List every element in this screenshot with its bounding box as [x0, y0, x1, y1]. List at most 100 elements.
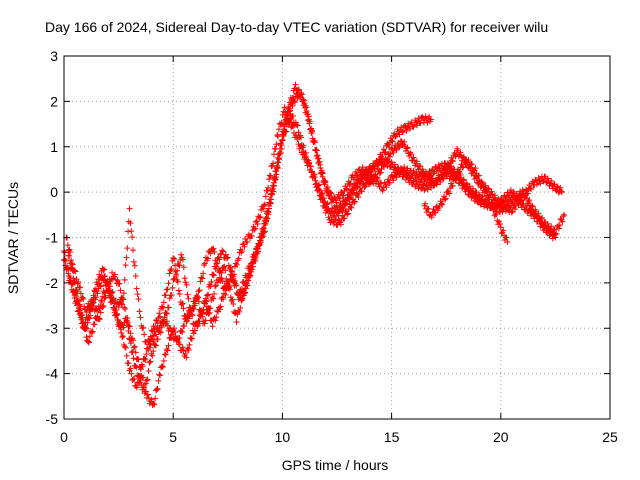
data-point: [155, 377, 162, 384]
data-point: [387, 150, 394, 157]
data-point: [456, 169, 463, 176]
data-point: [460, 177, 466, 184]
axis-ticks: 0 5 10 15 20 25 -5 -4 -3 -2 -1 0 1 2 3: [46, 48, 618, 445]
data-point: [210, 245, 217, 252]
data-point: [153, 342, 160, 349]
data-point: [283, 117, 290, 124]
data-point: [71, 278, 78, 285]
data-point: [130, 258, 137, 265]
data-point: [504, 198, 511, 205]
data-point: [179, 256, 186, 263]
x-tick-label: 0: [60, 429, 68, 445]
data-point: [544, 175, 551, 182]
data-point: [275, 164, 282, 171]
data-point: [374, 161, 381, 168]
data-point: [91, 302, 98, 309]
data-point: [367, 174, 374, 181]
data-point: [253, 218, 260, 225]
data-point: [94, 281, 101, 288]
data-point: [152, 342, 159, 349]
data-point: [347, 180, 354, 187]
data-point: [232, 260, 239, 267]
data-point: [535, 210, 542, 217]
data-point: [145, 367, 152, 374]
data-point: [119, 333, 126, 340]
x-tick-label: 15: [384, 429, 400, 445]
data-point: [220, 295, 227, 302]
data-point: [470, 185, 477, 192]
data-point: [297, 134, 304, 141]
data-point: [130, 247, 137, 254]
data-point: [120, 290, 127, 297]
data-point: [235, 296, 242, 303]
data-point: [143, 388, 150, 395]
data-point: [132, 363, 139, 370]
data-point: [96, 316, 103, 323]
data-point: [323, 185, 330, 192]
data-point: [141, 331, 148, 338]
data-point: [135, 373, 142, 380]
series-track-1: [61, 104, 559, 352]
data-point: [460, 163, 467, 170]
data-point: [133, 384, 140, 391]
data-point: [433, 168, 440, 175]
data-point: [122, 344, 129, 351]
data-point: [202, 295, 209, 302]
data-point: [486, 199, 493, 206]
data-point: [351, 198, 358, 205]
data-point: [150, 400, 157, 407]
data-point: [548, 177, 555, 184]
data-point: [265, 211, 272, 218]
data-point: [420, 168, 427, 175]
data-point: [362, 183, 369, 190]
data-point: [159, 364, 166, 371]
data-point: [404, 144, 411, 151]
data-point: [229, 268, 236, 275]
data-point: [75, 297, 82, 304]
data-point: [233, 261, 240, 268]
data-point: [262, 193, 269, 200]
data-point: [497, 224, 504, 231]
data-point: [385, 144, 392, 151]
data-point: [165, 280, 172, 287]
data-point: [489, 191, 496, 198]
data-point: [140, 324, 147, 331]
data-point: [208, 278, 215, 285]
data-point: [89, 298, 96, 305]
y-tick-label: -5: [46, 411, 59, 427]
data-point: [265, 184, 272, 191]
data-point: [252, 225, 259, 232]
data-point: [364, 175, 371, 182]
data-point: [123, 318, 130, 325]
data-point: [417, 120, 424, 127]
data-point: [528, 186, 535, 193]
data-point: [212, 283, 219, 290]
data-point: [549, 185, 556, 192]
data-point: [261, 228, 268, 235]
data-point: [386, 153, 393, 160]
data-point: [244, 282, 251, 289]
data-point: [189, 304, 196, 311]
data-point: [466, 183, 473, 190]
data-point: [256, 214, 263, 221]
data-point: [173, 336, 180, 343]
data-point: [205, 291, 212, 298]
data-point: [221, 284, 228, 291]
data-point: [142, 356, 149, 363]
data-point: [77, 290, 84, 297]
data-point: [170, 254, 177, 261]
data-point: [464, 181, 471, 188]
data-point: [438, 200, 445, 207]
data-point: [67, 248, 74, 255]
data-point: [289, 102, 296, 109]
data-point: [61, 249, 68, 256]
data-point: [273, 171, 280, 178]
data-point: [540, 178, 547, 185]
data-point: [277, 150, 284, 157]
data-point: [173, 271, 180, 278]
data-point: [175, 287, 182, 294]
data-point: [171, 325, 178, 332]
data-point: [538, 215, 545, 222]
data-point: [441, 196, 448, 203]
data-point: [260, 202, 267, 209]
